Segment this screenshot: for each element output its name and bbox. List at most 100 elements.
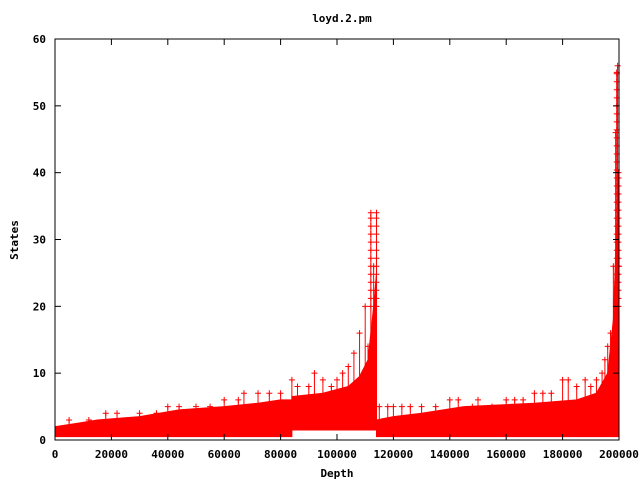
plus-marker [367, 215, 374, 222]
x-tick-label: 200000 [599, 448, 639, 461]
plus-marker [367, 209, 374, 216]
plus-marker [373, 303, 380, 310]
plus-marker [614, 62, 621, 69]
x-tick-label: 20000 [95, 448, 128, 461]
y-axis-label: States [8, 220, 21, 260]
plus-marker [288, 376, 295, 383]
plus-marker [373, 231, 380, 238]
plus-marker [176, 403, 183, 410]
y-tick-label: 60 [33, 33, 46, 46]
plus-marker [615, 263, 622, 270]
plus-marker [455, 396, 462, 403]
y-tick-label: 40 [33, 167, 46, 180]
plus-marker [255, 390, 262, 397]
plus-marker [615, 175, 622, 182]
plus-marker [573, 383, 580, 390]
plus-marker [398, 403, 405, 410]
x-tick-label: 80000 [264, 448, 297, 461]
plus-marker [305, 383, 312, 390]
plus-marker [446, 396, 453, 403]
plus-marker [615, 279, 622, 286]
plus-marker [367, 295, 374, 302]
plus-marker [601, 356, 608, 363]
x-tick-label: 100000 [317, 448, 357, 461]
x-tick-label: 120000 [374, 448, 414, 461]
x-axis-label: Depth [320, 467, 353, 480]
y-tick-label: 0 [39, 434, 46, 447]
y-tick-label: 10 [33, 367, 46, 380]
plus-marker [615, 199, 622, 206]
plus-marker [345, 363, 352, 370]
plus-marker [615, 183, 622, 190]
plus-marker [367, 223, 374, 230]
x-tick-label: 180000 [543, 448, 583, 461]
plus-marker [615, 231, 622, 238]
plus-marker [593, 376, 600, 383]
plus-marker [520, 396, 527, 403]
plus-marker [531, 390, 538, 397]
plus-marker [240, 390, 247, 397]
plus-marker [615, 207, 622, 214]
plus-marker [362, 303, 369, 310]
plus-marker [85, 416, 92, 423]
plus-marker [66, 416, 73, 423]
plus-marker [615, 247, 622, 254]
plus-marker [615, 295, 622, 302]
plus-marker [373, 247, 380, 254]
x-tick-label: 0 [52, 448, 59, 461]
plus-marker [539, 390, 546, 397]
plus-marker [328, 383, 335, 390]
plus-marker [565, 376, 572, 383]
plus-marker [356, 330, 363, 337]
plus-marker [294, 383, 301, 390]
plus-marker [367, 271, 374, 278]
x-tick-label: 40000 [151, 448, 184, 461]
plus-marker [390, 403, 397, 410]
plus-marker [548, 390, 555, 397]
plus-marker [418, 403, 425, 410]
plus-marker [367, 231, 374, 238]
plus-marker [235, 396, 242, 403]
plus-marker [615, 287, 622, 294]
ticks-layer: 0 20000 40000 60000 80000 100000 120000 140000 1… [33, 33, 639, 461]
plus-marker [489, 403, 496, 410]
y-tick-label: 20 [33, 300, 46, 313]
plus-marker [373, 271, 380, 278]
plus-marker [615, 239, 622, 246]
plus-marker [193, 403, 199, 410]
plus-marker [469, 403, 476, 410]
plus-marker [350, 350, 357, 357]
plus-marker [599, 370, 606, 377]
x-tick-label: 160000 [486, 448, 526, 461]
plus-marker [367, 263, 374, 270]
plus-marker [376, 403, 383, 410]
plus-marker [367, 303, 374, 310]
plus-marker [615, 191, 622, 198]
plus-marker [277, 390, 284, 397]
plus-marker [136, 410, 143, 417]
plus-marker [334, 376, 340, 383]
plus-marker [311, 370, 318, 377]
data-layer [54, 62, 622, 438]
plus-marker [207, 403, 214, 410]
plus-marker [373, 239, 380, 246]
chart-title: loyd.2.pm [312, 12, 372, 25]
plus-marker [607, 330, 614, 337]
plus-marker [373, 263, 380, 270]
plus-marker [102, 410, 109, 417]
plus-marker [266, 390, 273, 397]
plus-marker [367, 255, 374, 262]
plus-marker [373, 255, 380, 262]
plus-marker [367, 247, 374, 254]
plus-marker [511, 396, 518, 403]
plus-marker [339, 370, 346, 377]
plus-marker [373, 215, 380, 222]
plus-marker [384, 403, 391, 410]
plus-marker [114, 410, 121, 417]
x-tick-label: 60000 [208, 448, 241, 461]
plus-marker [373, 223, 380, 230]
plus-marker [559, 376, 566, 383]
plus-marker [164, 403, 171, 410]
y-tick-label: 50 [33, 100, 46, 113]
